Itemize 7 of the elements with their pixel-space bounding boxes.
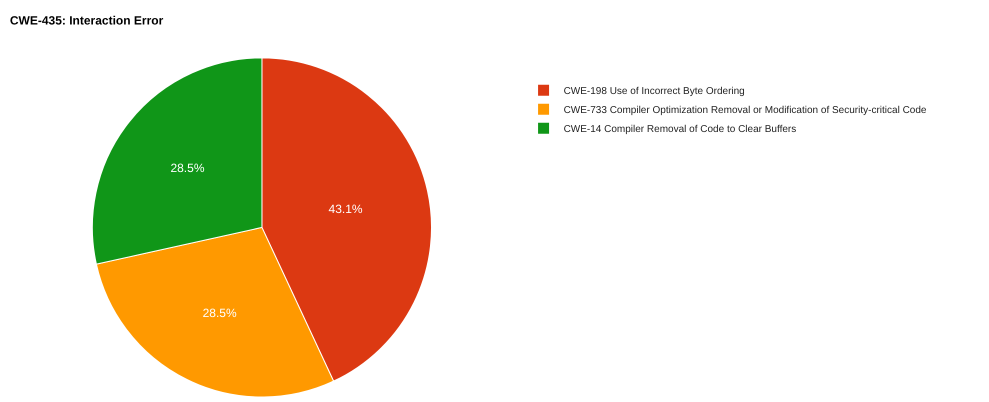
data-label: 28.5% [170,160,205,175]
data-label: 28.5% [202,306,237,320]
chart-title: CWE-435: Interaction Error [10,13,164,28]
legend-label: CWE-198 Use of Incorrect Byte Ordering [564,86,745,98]
legend-label: CWE-14 Compiler Removal of Code to Clear Buffers [564,124,796,136]
data-label: 43.1% [328,202,363,216]
legend-label: CWE-733 Compiler Optimization Removal or Modification of Security-critical Code [564,105,927,116]
